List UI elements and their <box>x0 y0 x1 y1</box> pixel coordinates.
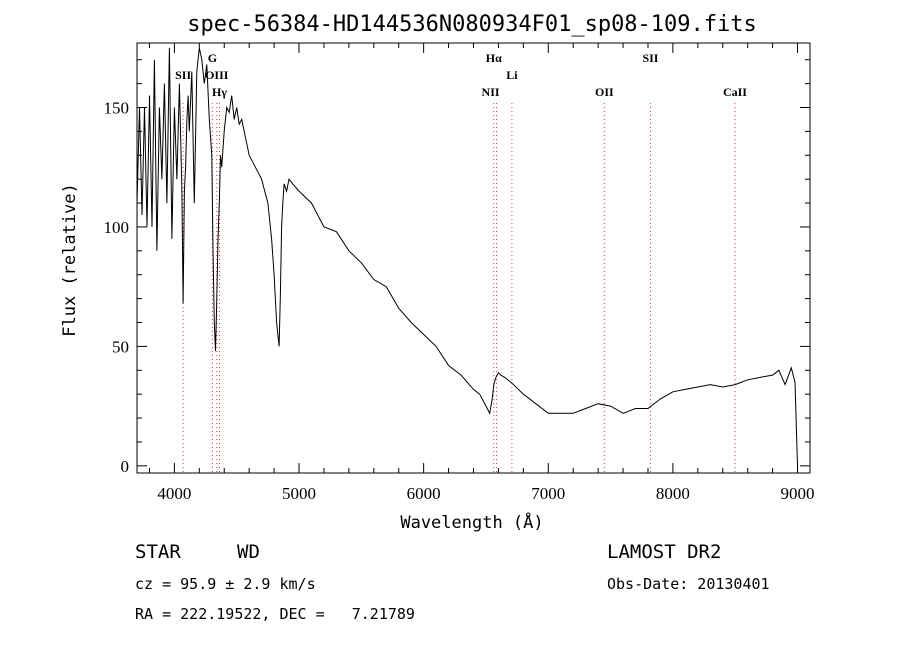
line-marker-label: SII <box>175 68 191 82</box>
line-marker-label: Hγ <box>212 85 227 99</box>
y-axis-label: Flux (relative) <box>60 183 80 337</box>
survey-name: LAMOST DR2 <box>607 541 722 563</box>
object-class: STAR <box>135 541 181 563</box>
x-tick-label: 9000 <box>781 484 815 503</box>
line-marker-label: CaII <box>723 85 747 99</box>
spectrum-line <box>136 47 798 466</box>
line-marker-label: OII <box>595 85 614 99</box>
x-tick-label: 7000 <box>531 484 565 503</box>
line-marker-label: G <box>208 51 217 65</box>
x-tick-label: 6000 <box>407 484 441 503</box>
x-tick-label: 4000 <box>157 484 191 503</box>
object-subclass: WD <box>237 541 260 563</box>
emission-lines: SII G OIII Hγ Hα NII Li OII SII CaII <box>175 51 747 473</box>
observation-date: Obs-Date: 20130401 <box>607 575 770 593</box>
line-marker-label: Li <box>506 68 518 82</box>
line-marker-label: NII <box>482 85 500 99</box>
plot-frame <box>136 42 811 474</box>
chart-title: spec-56384-HD144536N080934F01_sp08-109.f… <box>187 12 757 37</box>
y-tick-label: 100 <box>104 218 130 237</box>
x-tick-label: 8000 <box>656 484 690 503</box>
redshift-cz: cz = 95.9 ± 2.9 km/s <box>135 575 316 593</box>
ra-dec-coordinates: RA = 222.19522, DEC = 7.21789 <box>135 605 415 623</box>
line-marker-label: Hα <box>486 51 502 65</box>
x-tick-label: 5000 <box>282 484 316 503</box>
y-tick-label: 50 <box>112 337 129 356</box>
y-tick-label: 150 <box>104 99 130 118</box>
line-marker-label: SII <box>642 51 658 65</box>
x-axis-label: Wavelength (Å) <box>400 511 543 533</box>
y-tick-label: 0 <box>121 457 130 476</box>
line-marker-label: OIII <box>205 68 229 82</box>
axes: 4000 5000 6000 7000 8000 9000 0 50 100 150 <box>104 42 815 503</box>
